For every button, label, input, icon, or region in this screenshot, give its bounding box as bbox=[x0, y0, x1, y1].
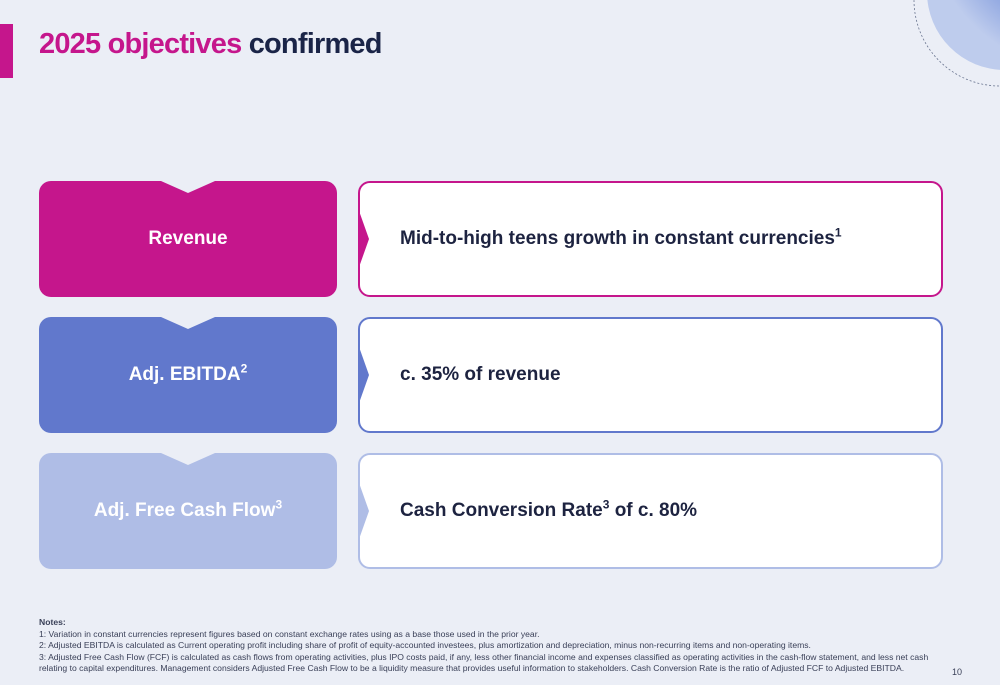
corner-decoration bbox=[913, 0, 1000, 87]
row-connector-arrow bbox=[358, 208, 369, 270]
box-notch bbox=[161, 317, 215, 329]
objective-row-adj-free-cash-flow: Adj. Free Cash Flow3 Cash Conversion Rat… bbox=[39, 453, 943, 569]
objective-label: Adj. EBITDA2 bbox=[128, 361, 248, 385]
row-connector-arrow bbox=[358, 344, 369, 406]
footnote-2: 2: Adjusted EBITDA is calculated as Curr… bbox=[39, 640, 811, 651]
page-number: 10 bbox=[951, 667, 962, 677]
objective-value-box: Cash Conversion Rate3 of c. 80% bbox=[358, 453, 943, 569]
objective-value: c. 35% of revenue bbox=[400, 364, 561, 385]
row-connector-arrow bbox=[358, 480, 369, 542]
page-title: 2025 objectives confirmed bbox=[39, 28, 382, 61]
objective-label-box: Adj. Free Cash Flow3 bbox=[39, 453, 337, 569]
objective-label-box: Revenue bbox=[39, 181, 337, 297]
objective-label: Adj. Free Cash Flow3 bbox=[93, 497, 283, 521]
notes-heading: Notes: bbox=[39, 617, 66, 627]
box-notch bbox=[161, 453, 215, 465]
box-notch bbox=[161, 181, 215, 193]
objective-label: Revenue bbox=[148, 228, 228, 249]
objective-value-box: Mid-to-high teens growth in constant cur… bbox=[358, 181, 943, 297]
footnotes: Notes: 1: Variation in constant currenci… bbox=[39, 617, 939, 675]
objective-label-box: Adj. EBITDA2 bbox=[39, 317, 337, 433]
objective-value-box: c. 35% of revenue bbox=[358, 317, 943, 433]
objective-value: Mid-to-high teens growth in constant cur… bbox=[400, 225, 842, 249]
title-highlight: 2025 objectives bbox=[39, 28, 242, 60]
footnote-1: 1: Variation in constant currencies repr… bbox=[39, 628, 540, 639]
footnote-3: 3: Adjusted Free Cash Flow (FCF) is calc… bbox=[39, 651, 929, 674]
objective-value: Cash Conversion Rate3 of c. 80% bbox=[400, 497, 698, 521]
objective-row-revenue: Revenue Mid-to-high teens growth in cons… bbox=[39, 181, 943, 297]
title-accent-bar bbox=[0, 24, 13, 78]
title-rest: confirmed bbox=[248, 28, 383, 60]
objective-row-adj-ebitda: Adj. EBITDA2 c. 35% of revenue bbox=[39, 317, 943, 433]
